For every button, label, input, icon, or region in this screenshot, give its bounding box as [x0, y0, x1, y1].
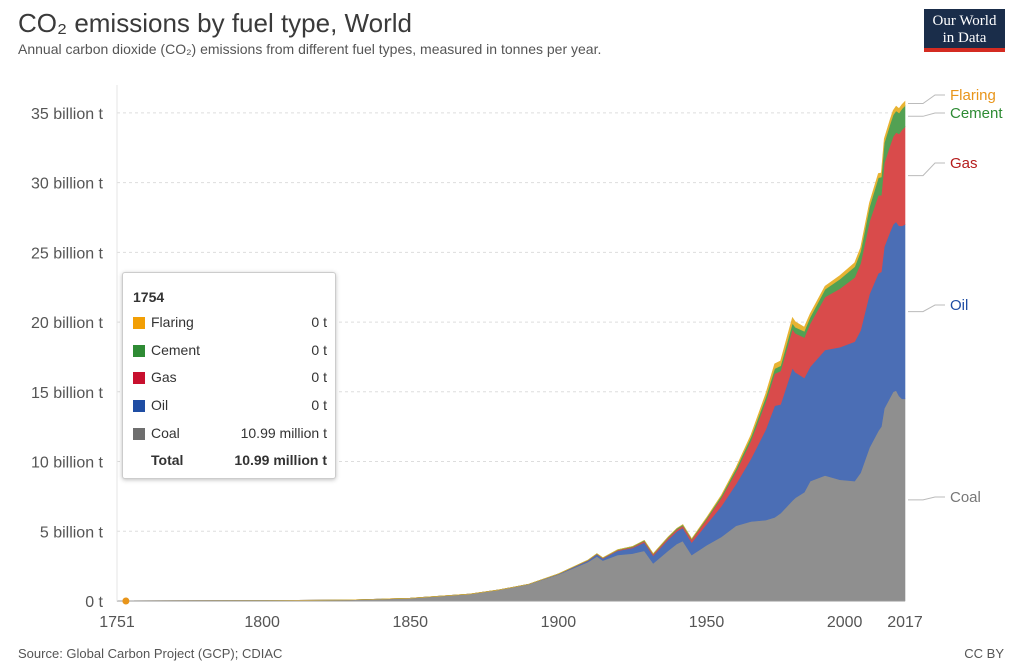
tooltip-row-oil: Oil 0 t: [133, 396, 327, 416]
tooltip-row-coal: Coal 10.99 million t: [133, 424, 327, 444]
tooltip-value: 0 t: [311, 342, 327, 358]
tooltip-value: 0 t: [311, 314, 327, 330]
logo-line-2: in Data: [942, 30, 987, 46]
area-flaring: [116, 100, 906, 602]
tooltip-row-gas: Gas 0 t: [133, 368, 327, 388]
license-link[interactable]: CC BY: [964, 646, 1004, 661]
logo-line-1: Our World: [932, 13, 997, 29]
tooltip-label: Flaring: [151, 314, 194, 330]
chart-subtitle: Annual carbon dioxide (CO₂) emissions fr…: [18, 41, 602, 57]
x-tick-label: 1900: [541, 614, 577, 631]
tooltip-value: 10.99 million t: [240, 425, 327, 441]
x-tick-label: 1850: [392, 614, 428, 631]
highlight-dot: [122, 597, 130, 605]
tooltip-total-value: 10.99 million t: [234, 452, 327, 468]
flaring-swatch: [133, 317, 145, 329]
series-end-label: Flaring: [950, 87, 996, 104]
y-tick-label: 25 billion t: [31, 245, 104, 262]
logo-accent-bar: [924, 48, 1005, 52]
tooltip-row-total: Total 10.99 million t: [133, 451, 327, 471]
leader-line: [908, 162, 945, 177]
x-tick-label: 1950: [689, 614, 725, 631]
leader-line: [908, 496, 945, 501]
coal-swatch: [133, 428, 145, 440]
y-tick-label: 15 billion t: [31, 385, 104, 402]
tooltip-label: Cement: [151, 342, 201, 358]
chart-title: CO₂ emissions by fuel type, World: [18, 8, 412, 38]
tooltip-total-label: Total: [151, 452, 184, 468]
tooltip-value: 0 t: [311, 369, 327, 385]
leader-line: [908, 94, 945, 105]
tooltip-year: 1754: [133, 289, 165, 305]
x-tick-label: 1751: [99, 614, 135, 631]
x-tick-label: 2017: [887, 614, 923, 631]
tooltip-label: Gas: [151, 369, 177, 385]
stacked-area-chart[interactable]: 0 t 5 billion t 10 billion t 15 billion t 20…: [0, 0, 1024, 640]
x-tick-label: 2000: [827, 614, 863, 631]
series-end-label: Cement: [950, 105, 1003, 122]
hover-tooltip: 1754 Flaring 0 t Cement 0 t Gas 0 t Oil …: [122, 272, 336, 479]
y-tick-label: 30 billion t: [31, 176, 104, 193]
owid-logo[interactable]: Our World in Data: [924, 9, 1005, 52]
tooltip-row-flaring: Flaring 0 t: [133, 313, 327, 333]
source-note[interactable]: Source: Global Carbon Project (GCP); CDI…: [18, 646, 283, 661]
oil-swatch: [133, 400, 145, 412]
cement-swatch: [133, 345, 145, 357]
tooltip-row-cement: Cement 0 t: [133, 341, 327, 361]
tooltip-label: Coal: [151, 425, 180, 441]
leader-line: [908, 112, 945, 117]
tooltip-label: Oil: [151, 397, 169, 413]
y-tick-label: 10 billion t: [31, 455, 104, 472]
x-tick-label: 1800: [244, 614, 280, 631]
y-tick-label: 20 billion t: [31, 315, 104, 332]
series-end-label: Coal: [950, 489, 981, 506]
y-tick-label: 5 billion t: [40, 524, 104, 541]
gas-swatch: [133, 372, 145, 384]
series-end-label: Oil: [950, 297, 968, 314]
tooltip-value: 0 t: [311, 397, 327, 413]
y-tick-label: 0 t: [85, 594, 103, 611]
leader-line: [908, 304, 945, 313]
series-end-label: Gas: [950, 155, 978, 172]
y-tick-label: 35 billion t: [31, 106, 104, 123]
